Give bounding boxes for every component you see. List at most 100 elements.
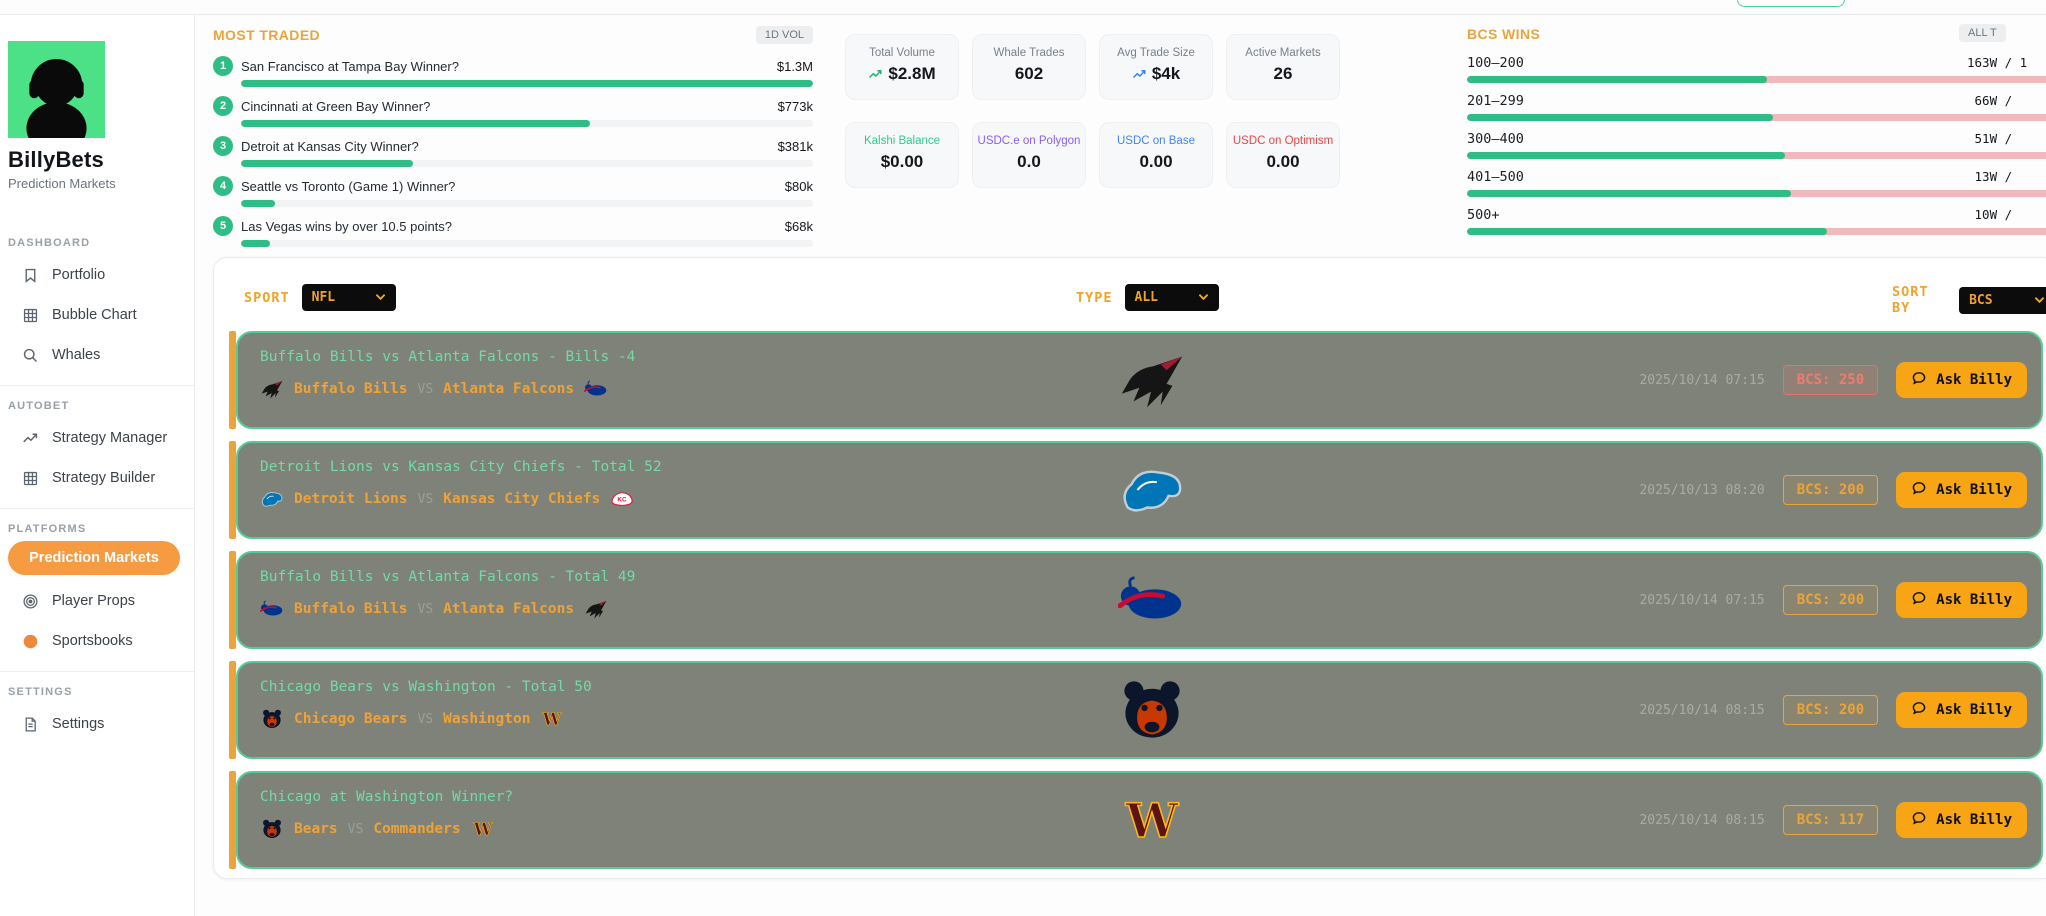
stat-card-kalshi-balance: Kalshi Balance $0.00 — [845, 122, 959, 188]
win-loss-bar — [1467, 152, 2046, 159]
volume-bar — [241, 160, 813, 167]
sidebar-item-label: Bubble Chart — [52, 307, 137, 323]
volume-bar — [241, 120, 813, 127]
sidebar-item-sportsbooks[interactable]: Sportsbooks — [8, 621, 184, 661]
sidebar-item-portfolio[interactable]: Portfolio — [8, 255, 184, 295]
stat-value: 0.0 — [1017, 152, 1041, 171]
rank-badge: 5 — [213, 216, 233, 236]
market-title: Chicago at Washington Winner? — [260, 789, 514, 805]
sidebar-item-label: Player Props — [52, 593, 136, 609]
ask-billy-button[interactable]: Ask Billy — [1896, 362, 2027, 398]
vs-label: VS — [417, 601, 434, 617]
sidebar-item-bubble-chart[interactable]: Bubble Chart — [8, 295, 184, 335]
ask-billy-label: Ask Billy — [1936, 812, 2012, 828]
markets-container: SPORT NFL TYPE ALL SORT BY BCS Buffalo B… — [213, 257, 2046, 879]
stat-label: Avg Trade Size — [1117, 47, 1195, 59]
sport-filter-label: SPORT — [244, 289, 290, 306]
team2-name: Commanders — [373, 821, 461, 837]
sidebar-item-label: Settings — [52, 716, 105, 732]
market-accent-stripe — [229, 441, 236, 539]
sidebar-item-strategy-manager[interactable]: Strategy Manager — [8, 418, 184, 458]
bcs-range-label: 100–200 — [1467, 55, 1524, 71]
stat-value: $0.00 — [880, 152, 924, 171]
ask-billy-button[interactable]: Ask Billy — [1896, 692, 2027, 728]
bcs-record: 66W / — [1967, 93, 2013, 108]
team2-name: Atlanta Falcons — [443, 601, 575, 617]
sort-dropdown[interactable]: BCS — [1959, 286, 2046, 314]
type-dropdown-value: ALL — [1134, 290, 1158, 305]
bcs-score-badge: BCS: 250 — [1782, 365, 1879, 395]
most-traded-row[interactable]: 4 Seattle vs Toronto (Game 1) Winner? $8… — [213, 176, 813, 207]
market-card[interactable]: Buffalo Bills vs Atlanta Falcons - Total… — [229, 551, 2043, 649]
ask-billy-button[interactable]: Ask Billy — [1896, 472, 2027, 508]
volume-value: $1.3M — [776, 58, 813, 74]
volume-value: $773k — [777, 98, 813, 114]
search-icon — [21, 347, 39, 364]
sidebar-item-settings[interactable]: Settings — [8, 704, 184, 744]
ask-billy-label: Ask Billy — [1936, 702, 2012, 718]
stat-card-usdc-base: USDC on Base 0.00 — [1099, 122, 1213, 188]
most-traded-row[interactable]: 3 Detroit at Kansas City Winner? $381k — [213, 136, 813, 167]
trend-up-icon — [868, 67, 883, 82]
bcs-wins-panel: BCS WINS ALL T 100–200 163W / 1 201–299 … — [1467, 24, 2046, 244]
market-accent-stripe — [229, 771, 236, 869]
section-label-dashboard: DASHBOARD — [8, 237, 91, 249]
market-title: Detroit Lions vs Kansas City Chiefs - To… — [260, 459, 662, 475]
sort-dropdown-value: BCS — [1969, 292, 1993, 308]
stat-card-avg-trade-size: Avg Trade Size $4k — [1099, 34, 1213, 100]
market-card[interactable]: Chicago Bears vs Washington - Total 50 C… — [229, 661, 2043, 759]
sidebar-item-prediction-markets[interactable]: Prediction Markets — [8, 541, 180, 575]
market-question: Seattle vs Toronto (Game 1) Winner? — [241, 178, 456, 194]
sidebar-item-whales[interactable]: Whales — [8, 335, 184, 375]
stat-value: $4k — [1151, 64, 1181, 83]
market-question: Las Vegas wins by over 10.5 points? — [241, 218, 453, 234]
volume-period-badge: 1D VOL — [755, 26, 813, 44]
grid-icon — [21, 307, 39, 324]
chevron-down-icon — [375, 290, 386, 305]
most-traded-row[interactable]: 2 Cincinnati at Green Bay Winner? $773k — [213, 96, 813, 127]
market-card[interactable]: Buffalo Bills vs Atlanta Falcons - Bills… — [229, 331, 2043, 429]
sidebar-item-label: Strategy Builder — [52, 470, 156, 486]
svg-text:W: W — [542, 710, 562, 729]
win-loss-bar — [1467, 228, 2046, 235]
bcs-range-row: 100–200 163W / 1 — [1467, 54, 2046, 83]
sidebar-item-label: Portfolio — [52, 267, 106, 283]
type-dropdown[interactable]: ALL — [1124, 284, 1219, 311]
bills-logo-icon — [260, 599, 284, 619]
partial-top-pill — [1737, 0, 1845, 7]
most-traded-row[interactable]: 5 Las Vegas wins by over 10.5 points? $6… — [213, 216, 813, 247]
section-label-autobet: AUTOBET — [8, 400, 70, 412]
bcs-range-row: 300–400 51W / — [1467, 130, 2046, 159]
falcons-logo-icon — [1118, 349, 1186, 411]
most-traded-row[interactable]: 1 San Francisco at Tampa Bay Winner? $1.… — [213, 56, 813, 87]
trend-up-icon — [21, 430, 39, 447]
sidebar-item-label: Whales — [52, 347, 101, 363]
sort-filter-label: SORT BY — [1892, 284, 1929, 316]
sport-dropdown[interactable]: NFL — [301, 284, 396, 311]
bcs-record: 51W / — [1967, 131, 2013, 146]
sidebar: BillyBets Prediction Markets DASHBOARD P… — [0, 15, 195, 916]
market-card[interactable]: Chicago at Washington Winner? Bears VS C… — [229, 771, 2043, 869]
chiefs-logo-icon: KC — [610, 489, 634, 509]
stat-value: 0.00 — [1139, 152, 1173, 171]
market-card[interactable]: Detroit Lions vs Kansas City Chiefs - To… — [229, 441, 2043, 539]
vs-label: VS — [417, 491, 434, 507]
svg-text:W: W — [1125, 794, 1180, 849]
win-loss-bar — [1467, 76, 2046, 83]
bcs-wins-title: BCS WINS — [1467, 26, 1541, 42]
ask-billy-button[interactable]: Ask Billy — [1896, 802, 2027, 838]
ask-billy-button[interactable]: Ask Billy — [1896, 582, 2027, 618]
team1-name: Detroit Lions — [294, 491, 408, 507]
stat-label: Active Markets — [1245, 47, 1321, 59]
bills-logo-icon — [584, 379, 608, 399]
stat-label: Total Volume — [869, 47, 935, 59]
sidebar-item-strategy-builder[interactable]: Strategy Builder — [8, 458, 184, 498]
rank-badge: 3 — [213, 136, 233, 156]
vs-label: VS — [417, 381, 434, 397]
market-title: Buffalo Bills vs Atlanta Falcons - Bills… — [260, 349, 636, 365]
sidebar-item-player-props[interactable]: Player Props — [8, 581, 184, 621]
stat-card-usdc-optimism: USDC on Optimism 0.00 — [1226, 122, 1340, 188]
bcs-range-row: 401–500 13W / — [1467, 168, 2046, 197]
bcs-score-badge: BCS: 200 — [1782, 585, 1879, 615]
market-question: San Francisco at Tampa Bay Winner? — [241, 58, 459, 74]
